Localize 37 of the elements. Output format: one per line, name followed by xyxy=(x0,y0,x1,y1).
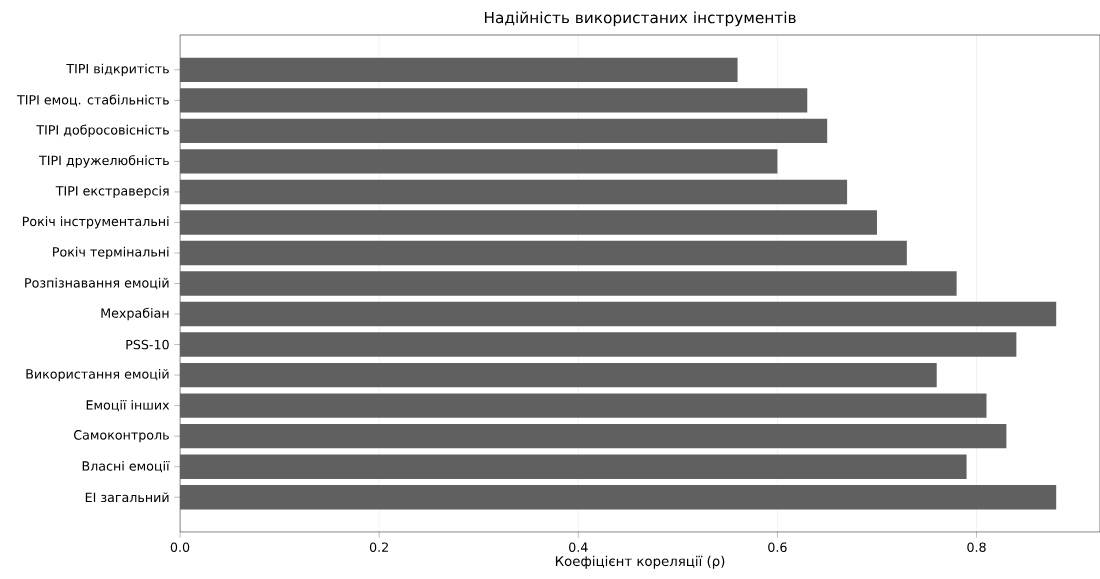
y-tick-label: Мехрабіан xyxy=(101,307,169,321)
y-tick-label: Самоконтроль xyxy=(73,430,169,443)
bar xyxy=(180,332,1017,357)
bar xyxy=(180,454,967,479)
bar xyxy=(180,210,877,235)
y-tick-label: TIPI добросовісність xyxy=(36,124,169,138)
bar xyxy=(180,271,957,296)
bar xyxy=(180,57,738,83)
y-tick-label: Рокіч інструментальні xyxy=(22,216,169,229)
bar xyxy=(180,393,987,418)
chart-title: Надійність використаних інструментів xyxy=(484,11,796,27)
bar xyxy=(180,240,907,266)
bar xyxy=(180,118,828,144)
y-tick-label: TIPI екстраверсія xyxy=(55,185,169,199)
y-tick-label: Рокіч термінальні xyxy=(53,246,169,260)
x-axis-title: Коефіцієнт кореляції (ρ) xyxy=(555,555,725,569)
bar xyxy=(180,88,808,113)
x-tick-label: 0.8 xyxy=(967,542,986,552)
bar xyxy=(180,301,1057,327)
y-tick-label: PSS-10 xyxy=(126,339,169,350)
y-tick-label: Розпізнавання емоцій xyxy=(25,277,169,290)
bar xyxy=(180,423,1007,449)
x-tick-label: 0.6 xyxy=(768,542,787,552)
y-tick-label: Використання емоцій xyxy=(26,368,169,382)
y-tick-label: Емоції інших xyxy=(86,399,170,412)
bar xyxy=(180,362,937,388)
x-tick-label: 0.4 xyxy=(569,542,588,552)
y-tick-label: Власні емоції xyxy=(82,460,170,473)
x-tick-label: 0.2 xyxy=(369,542,388,552)
y-tick-label: TIPI відкритість xyxy=(66,63,169,76)
y-tick-label: EI загальний xyxy=(85,492,169,503)
bar xyxy=(180,149,778,174)
bar xyxy=(180,484,1057,510)
y-tick-label: TIPI емоц. стабільність xyxy=(16,94,169,107)
x-tick-label: 0.0 xyxy=(170,542,190,552)
bar xyxy=(180,179,848,205)
y-tick-label: TIPI дружелюбність xyxy=(39,155,169,168)
